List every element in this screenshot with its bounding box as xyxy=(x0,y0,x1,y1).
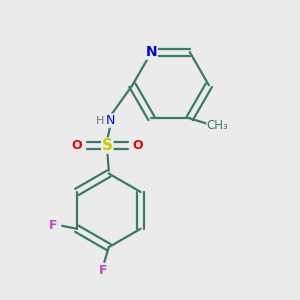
Text: O: O xyxy=(72,139,82,152)
Text: F: F xyxy=(99,264,107,277)
Text: N: N xyxy=(146,45,157,59)
Text: F: F xyxy=(49,219,58,232)
Text: H: H xyxy=(96,116,104,126)
Text: CH₃: CH₃ xyxy=(207,119,229,132)
Text: O: O xyxy=(132,139,143,152)
Text: S: S xyxy=(102,138,113,153)
Text: N: N xyxy=(106,114,116,127)
